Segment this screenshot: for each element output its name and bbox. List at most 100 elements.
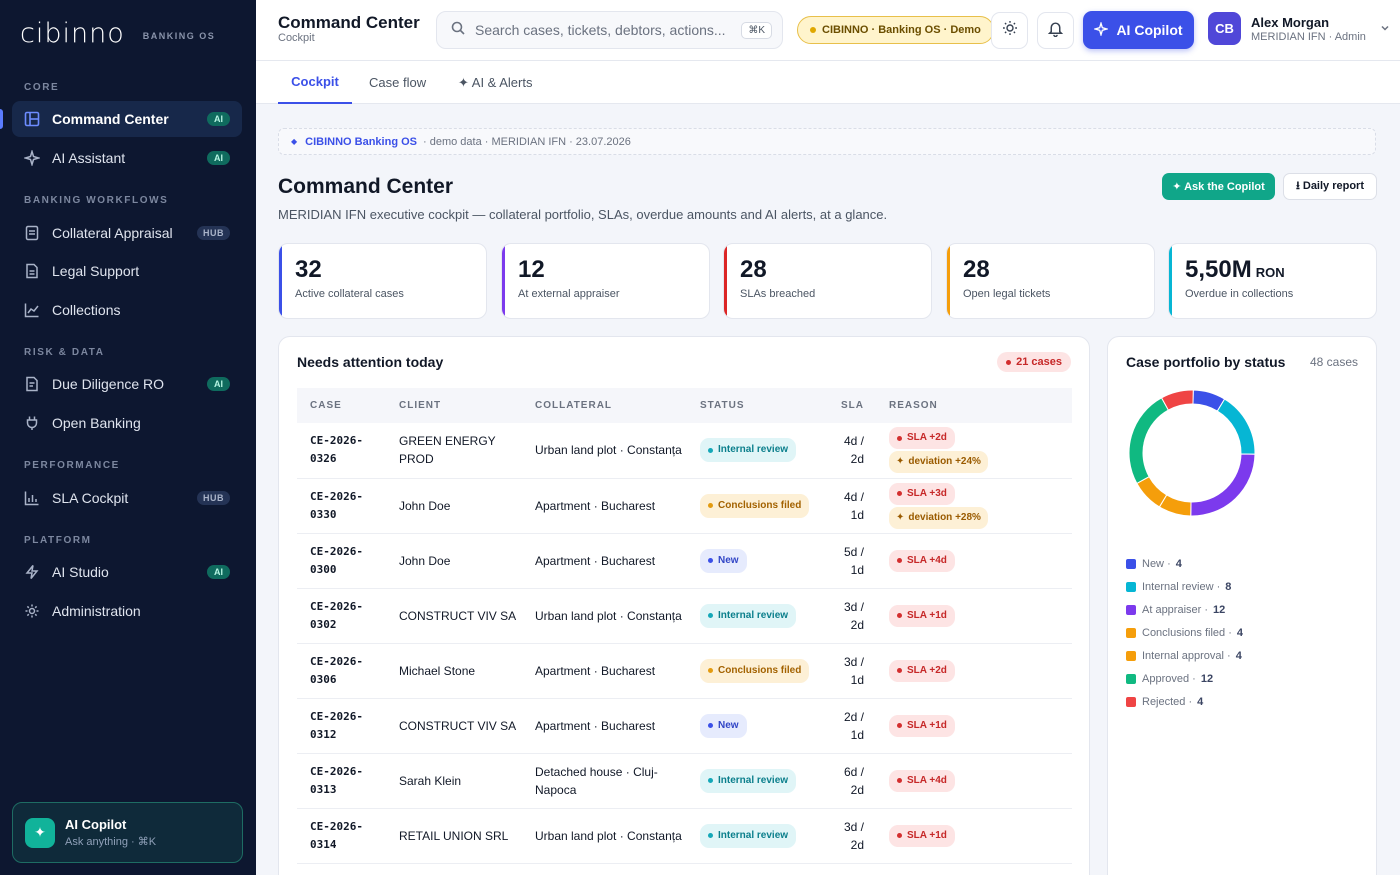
sidebar-item-legal-support[interactable]: Legal Support	[12, 253, 242, 289]
column-header[interactable]: CASE	[297, 388, 386, 423]
kpi-card-legal-tickets[interactable]: 28 Open legal tickets	[946, 243, 1155, 319]
table-row[interactable]: CE-2026-0330 John Doe Apartment · Buchares…	[297, 478, 1072, 534]
column-header[interactable]: REASON	[876, 388, 1072, 423]
table-row[interactable]: CE-2026-0314 RETAIL UNION SRL Urban land p…	[297, 808, 1072, 864]
sidebar-copilot-card[interactable]: ✦ AI Copilot Ask anything · ⌘K	[12, 802, 243, 863]
tab-cockpit[interactable]: Cockpit	[278, 61, 352, 104]
attention-table: CASE CLIENT COLLATERAL STATUS SLA REASON…	[297, 388, 1072, 864]
table-row[interactable]: CE-2026-0312 CONSTRUCT VIV SA Apartment · …	[297, 698, 1072, 754]
sidebar-item-label: Command Center	[52, 111, 169, 127]
case-id[interactable]: CE-2026-0312	[297, 698, 386, 754]
client-name: RETAIL UNION SRL	[386, 808, 522, 864]
ask-copilot-button[interactable]: ✦ Ask the Copilot	[1162, 173, 1275, 200]
sidebar-item-label: Collateral Appraisal	[52, 225, 173, 241]
kpi-card-overdue-collections[interactable]: 5,50M RON Overdue in collections	[1168, 243, 1377, 319]
sidebar-item-label: Open Banking	[52, 415, 141, 431]
table-row[interactable]: CE-2026-0313 Sarah Klein Detached house · …	[297, 753, 1072, 809]
sparkle-icon: ✦	[896, 456, 905, 468]
legend-item[interactable]: Internal approval · 4	[1126, 644, 1243, 667]
status-dot-icon	[897, 613, 902, 618]
sidebar-item-collections[interactable]: Collections	[12, 292, 242, 328]
status-badge: New	[700, 548, 747, 573]
status-badge: New	[700, 713, 747, 738]
sidebar-item-due-diligence[interactable]: Due Diligence RO AI	[12, 366, 242, 402]
breadcrumb-brand[interactable]: CIBINNO Banking OS	[305, 135, 417, 148]
kpi-card-sla-breached[interactable]: 28 SLAs breached	[723, 243, 932, 319]
copilot-card-subtitle: Ask anything · ⌘K	[65, 836, 157, 848]
legend-separator: ·	[1201, 603, 1209, 616]
donut-slice-at-appraiser[interactable]	[1190, 453, 1256, 517]
case-id[interactable]: CE-2026-0313	[297, 753, 386, 809]
legend-item[interactable]: Internal review · 8	[1126, 575, 1243, 598]
case-id[interactable]: CE-2026-0314	[297, 808, 386, 864]
legend-value: 4	[1175, 557, 1182, 570]
deviation-badge: ✦ deviation +24%	[889, 451, 988, 474]
legend-item[interactable]: New · 4	[1126, 552, 1243, 575]
table-row[interactable]: CE-2026-0326 GREEN ENERGY PROD Urban land …	[297, 423, 1072, 479]
chart-total-label: 48 cases	[1309, 355, 1358, 369]
table-row[interactable]: CE-2026-0300 John Doe Apartment · Buchares…	[297, 533, 1072, 589]
column-header[interactable]: COLLATERAL	[522, 388, 687, 423]
brand-logo[interactable]: cibinno BANKING OS	[20, 18, 215, 49]
line-chart-icon	[24, 302, 40, 318]
client-name: CONSTRUCT VIV SA	[386, 588, 522, 644]
reason-badge: SLA +1d	[889, 604, 955, 627]
case-id[interactable]: CE-2026-0326	[297, 423, 386, 479]
table-row[interactable]: CE-2026-0302 CONSTRUCT VIV SA Urban land p…	[297, 588, 1072, 644]
legend-item[interactable]: Conclusions filed · 4	[1126, 621, 1243, 644]
sidebar-item-ai-assistant[interactable]: AI Assistant AI	[12, 140, 242, 176]
sidebar-item-sla-cockpit[interactable]: SLA Cockpit HUB	[12, 480, 242, 516]
status-cell: Internal review	[687, 753, 828, 809]
kpi-card-active-cases[interactable]: 32 Active collateral cases	[278, 243, 487, 319]
legend-item[interactable]: Rejected · 4	[1126, 690, 1243, 713]
user-menu[interactable]: CB Alex Morgan MERIDIAN IFN · Admin	[1208, 12, 1390, 45]
status-dot-icon	[897, 723, 902, 728]
donut-slice-rejected[interactable]	[1160, 389, 1194, 411]
client-name: Michael Stone	[386, 643, 522, 699]
case-id[interactable]: CE-2026-0300	[297, 533, 386, 589]
sidebar-item-administration[interactable]: Administration	[12, 593, 242, 629]
donut-slice-internal-review[interactable]	[1216, 398, 1256, 455]
status-label: Internal review	[718, 829, 789, 841]
status-dot-icon	[897, 833, 902, 838]
reason-label: SLA +4d	[907, 774, 947, 786]
status-donut-chart[interactable]	[1122, 383, 1262, 523]
case-id[interactable]: CE-2026-0306	[297, 643, 386, 699]
theme-toggle-button[interactable]	[991, 12, 1028, 49]
donut-slice-approved[interactable]	[1128, 397, 1170, 485]
status-dot-icon	[897, 491, 902, 496]
case-id[interactable]: CE-2026-0302	[297, 588, 386, 644]
kpi-accent-bar	[1169, 244, 1172, 318]
section-platform: PLATFORM	[24, 535, 92, 546]
status-dot-icon	[708, 613, 713, 618]
tab-ai-alerts[interactable]: ✦ AI & Alerts	[458, 74, 533, 90]
sidebar-item-collateral-appraisal[interactable]: Collateral Appraisal HUB	[12, 215, 242, 251]
search-input[interactable]: Search cases, tickets, debtors, actions.…	[436, 11, 783, 49]
daily-report-button[interactable]: ⭳ Daily report	[1283, 173, 1377, 200]
column-header[interactable]: STATUS	[687, 388, 828, 423]
legend-swatch	[1126, 673, 1136, 684]
sla-value: 2d / 1d	[828, 698, 876, 754]
column-header[interactable]: SLA	[828, 388, 876, 423]
collateral: Apartment · Bucharest	[522, 698, 687, 754]
column-header[interactable]: CLIENT	[386, 388, 522, 423]
collateral: Urban land plot · Constanța	[522, 423, 687, 479]
case-id[interactable]: CE-2026-0330	[297, 478, 386, 534]
ai-copilot-button[interactable]: AI Copilot	[1083, 11, 1194, 49]
status-cell: New	[687, 533, 828, 589]
status-badge: Internal review	[700, 603, 797, 628]
sla-value: 6d / 2d	[828, 753, 876, 809]
sidebar-item-open-banking[interactable]: Open Banking	[12, 405, 242, 441]
legend-item[interactable]: Approved · 12	[1126, 667, 1243, 690]
sidebar-item-label: AI Studio	[52, 564, 109, 580]
legend-swatch	[1126, 604, 1136, 615]
avatar: CB	[1208, 12, 1241, 45]
table-row[interactable]: CE-2026-0306 Michael Stone Apartment · Buc…	[297, 643, 1072, 699]
sidebar-item-ai-studio[interactable]: AI Studio AI	[12, 554, 242, 590]
reason-badge: SLA +1d	[889, 714, 955, 737]
tab-case-flow[interactable]: Case flow	[369, 75, 427, 90]
notifications-button[interactable]	[1037, 12, 1074, 49]
sidebar-item-command-center[interactable]: Command Center AI	[0, 101, 242, 137]
kpi-card-external-appraiser[interactable]: 12 At external appraiser	[501, 243, 710, 319]
legend-item[interactable]: At appraiser · 12	[1126, 598, 1243, 621]
